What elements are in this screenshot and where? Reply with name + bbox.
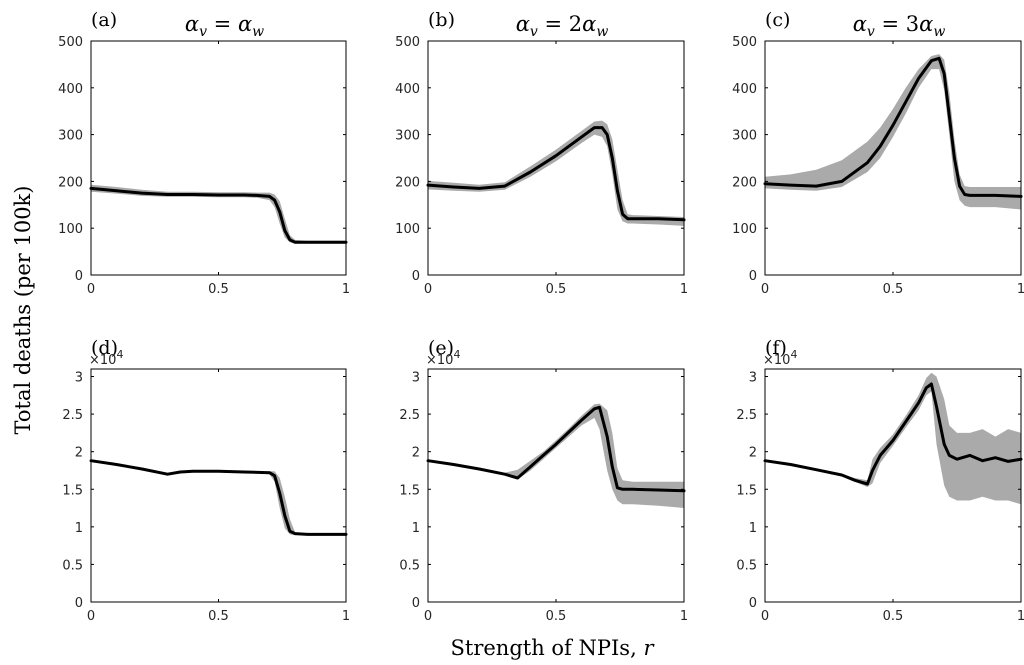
y-tick-label: 2	[749, 446, 757, 461]
y-tick-label: 200	[395, 175, 420, 190]
y-exponent-label: ×104	[89, 348, 123, 368]
panel-a: 0 0.5 1 0 100 200 300 400 500 (a) αv = αw	[58, 9, 350, 297]
y-tick-label: 0.5	[736, 558, 757, 573]
x-tick-label: 0.5	[208, 609, 229, 624]
y-tick-label: 400	[732, 82, 757, 97]
panel-label: (b)	[428, 9, 455, 31]
axes-box-c	[764, 40, 1022, 276]
y-tick-label: 300	[732, 129, 757, 144]
confidence-band-a	[91, 184, 346, 244]
y-tick-label: 2.5	[736, 408, 757, 423]
mean-line-c	[763, 56, 1023, 198]
x-tick-label: 1	[680, 282, 688, 297]
y-tick-label: 0	[75, 269, 83, 284]
y-tick-label: 0	[75, 596, 83, 611]
panel-b: 0 0.5 1 0 100 200 300 400 500 (b) αv = 2αw	[395, 9, 688, 297]
confidence-band-e	[428, 403, 684, 508]
y-tick-label: 500	[732, 35, 757, 50]
y-tick-label: 2	[75, 446, 83, 461]
x-tick-label: 0.5	[546, 282, 567, 297]
y-tick-label: 2.5	[399, 408, 420, 423]
panel-c: 0 0.5 1 0 100 200 300 400 500 (c) αv = 3αw	[732, 9, 1024, 297]
panel-label: (f)	[765, 337, 787, 359]
y-tick-label: 300	[58, 129, 83, 144]
mean-line-a	[89, 186, 348, 244]
x-tick-label: 1	[680, 609, 688, 624]
mean-line-d	[89, 459, 348, 536]
y-tick-label: 2.5	[62, 408, 83, 423]
y-tick-label: 3	[749, 371, 757, 386]
y-tick-label: 0.5	[399, 558, 420, 573]
x-tick-label: 0.5	[883, 282, 904, 297]
panel-title: αv = αw	[185, 12, 264, 40]
panel-title: αv = 3αw	[853, 12, 946, 40]
y-tick-label: 1	[75, 521, 83, 536]
x-tick-label: 0	[761, 282, 769, 297]
x-tick-label: 0	[87, 282, 95, 297]
y-tick-label: 1.5	[62, 483, 83, 498]
y-tick-label: 100	[58, 222, 83, 237]
y-exponent-label: ×104	[763, 348, 797, 368]
panel-label: (e)	[428, 337, 454, 359]
y-tick-label: 400	[395, 82, 420, 97]
x-tick-label: 0	[424, 282, 432, 297]
y-tick-label: 0	[412, 596, 420, 611]
confidence-band-d	[91, 459, 346, 536]
y-tick-label: 200	[732, 175, 757, 190]
y-tick-label: 400	[58, 82, 83, 97]
x-tick-label: 1	[342, 282, 350, 297]
y-tick-label: 1.5	[399, 483, 420, 498]
y-tick-label: 500	[395, 35, 420, 50]
confidence-band-b	[428, 120, 684, 226]
y-tick-label: 3	[75, 371, 83, 386]
y-tick-label: 0	[412, 269, 420, 284]
y-tick-label: 100	[395, 222, 420, 237]
y-tick-label: 200	[58, 175, 83, 190]
figure-xlabel: Strength of NPIs, r	[451, 636, 656, 660]
mean-line-e	[426, 405, 686, 493]
panel-label: (d)	[91, 337, 118, 359]
panel-f: 0 0.5 1 0 0.5 1 1.5 2 2.5 3 (f)×104	[736, 337, 1024, 624]
x-tick-label: 0	[87, 609, 95, 624]
x-tick-label: 1	[1017, 282, 1024, 297]
x-tick-label: 0.5	[883, 609, 904, 624]
y-tick-label: 2	[412, 446, 420, 461]
y-tick-label: 0	[749, 596, 757, 611]
x-tick-label: 1	[1017, 609, 1024, 624]
x-tick-label: 0.5	[208, 282, 229, 297]
x-tick-label: 1	[342, 609, 350, 624]
x-tick-label: 0	[761, 609, 769, 624]
panel-e: 0 0.5 1 0 0.5 1 1.5 2 2.5 3 (e)×104	[399, 337, 688, 624]
x-tick-label: 0.5	[546, 609, 567, 624]
panel-label: (c)	[765, 9, 790, 31]
axes-box-d	[90, 368, 347, 603]
panel-title: αv = 2αw	[516, 12, 609, 40]
y-tick-label: 0.5	[62, 558, 83, 573]
figure-xlabel-text: Strength of NPIs,	[451, 636, 644, 660]
y-exponent-label: ×104	[426, 348, 460, 368]
x-tick-label: 0	[424, 609, 432, 624]
y-tick-label: 100	[732, 222, 757, 237]
y-tick-label: 0	[749, 269, 757, 284]
y-tick-label: 1.5	[736, 483, 757, 498]
y-tick-label: 1	[412, 521, 420, 536]
panel-label: (a)	[91, 9, 117, 31]
y-tick-label: 3	[412, 371, 420, 386]
figure-xlabel-variable: r	[643, 636, 655, 660]
mean-line-b	[426, 126, 686, 222]
figure-ylabel: Total deaths (per 100k)	[11, 186, 35, 435]
y-tick-label: 1	[749, 521, 757, 536]
mean-line-f	[763, 382, 1023, 486]
y-tick-label: 300	[395, 129, 420, 144]
axes-box-a	[90, 40, 347, 276]
y-tick-label: 500	[58, 35, 83, 50]
panel-d: 0 0.5 1 0 0.5 1 1.5 2 2.5 3 (d)×104	[62, 337, 350, 624]
